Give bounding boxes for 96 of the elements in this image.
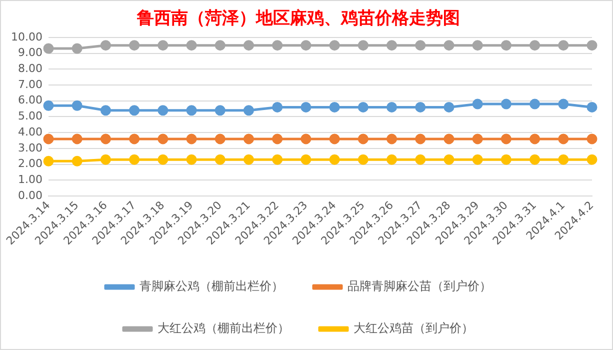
point [586,40,598,51]
point [214,134,226,144]
point [558,154,569,165]
point [358,134,368,144]
point [43,156,54,166]
point [329,154,340,165]
point [558,134,569,144]
point [472,154,483,165]
point [100,134,111,144]
point [415,40,426,51]
point [558,98,569,110]
point [300,102,312,112]
point [386,154,398,165]
point [129,40,140,51]
point [129,134,140,144]
point [500,154,512,165]
point [100,40,111,51]
point [158,134,168,144]
legend-label: 大红公鸡苗（到户价） [354,321,474,336]
point [472,98,483,110]
y-tick-label: 10.00 [10,30,42,44]
point [72,156,82,166]
point [586,102,598,112]
legend-label: 品牌青脚麻公苗（到户价） [348,279,492,294]
point [386,134,398,144]
point [444,102,454,112]
point [472,40,483,51]
point [243,105,254,116]
point [272,102,283,112]
y-tick-label: 1.00 [18,173,42,186]
point [386,102,398,112]
point [214,105,226,116]
point [186,105,197,116]
point [500,40,512,51]
point [214,40,226,51]
chart-title: 鲁西南（菏泽）地区麻鸡、鸡苗价格走势图 [136,8,460,29]
legend-label: 青脚麻公鸡（棚前出栏价） [140,279,284,294]
point [43,100,54,111]
point [158,154,168,165]
point [472,134,483,144]
y-tick-label: 7.00 [18,78,42,91]
point [500,98,512,110]
point [72,134,82,144]
point [444,40,454,51]
point [100,105,111,116]
point [43,134,54,144]
point [358,40,368,51]
point [72,100,82,111]
legend-label: 大红公鸡（棚前出栏价） [158,321,290,336]
point [530,40,540,51]
y-tick-label: 2.00 [18,157,42,170]
point [186,134,197,144]
point [272,154,283,165]
point [100,154,111,165]
point [243,134,254,144]
point [530,98,540,110]
y-tick-label: 5.00 [18,110,42,123]
point [272,134,283,144]
point [243,154,254,165]
point [444,134,454,144]
y-tick-label: 0.00 [18,188,42,202]
y-tick-label: 6.00 [18,94,42,107]
point [358,102,368,112]
point [329,102,340,112]
point [129,154,140,165]
point [214,154,226,165]
point [530,134,540,144]
point [129,105,140,116]
point [186,40,197,51]
point [586,154,598,165]
point [415,102,426,112]
point [243,40,254,51]
point [358,154,368,165]
point [186,154,197,165]
point [329,134,340,144]
y-tick-label: 3.00 [18,141,42,154]
y-tick-label: 4.00 [18,125,42,138]
point [329,40,340,51]
point [558,40,569,51]
y-tick-label: 9.00 [18,46,42,60]
point [386,40,398,51]
point [300,134,312,144]
point [72,43,82,54]
point [158,105,168,116]
y-tick-label: 8.00 [18,62,42,75]
point [500,134,512,144]
point [43,43,54,54]
point [444,154,454,165]
point [586,134,598,144]
point [272,40,283,51]
point [300,154,312,165]
point [415,154,426,165]
point [415,134,426,144]
point [300,40,312,51]
point [158,40,168,51]
point [530,154,540,165]
